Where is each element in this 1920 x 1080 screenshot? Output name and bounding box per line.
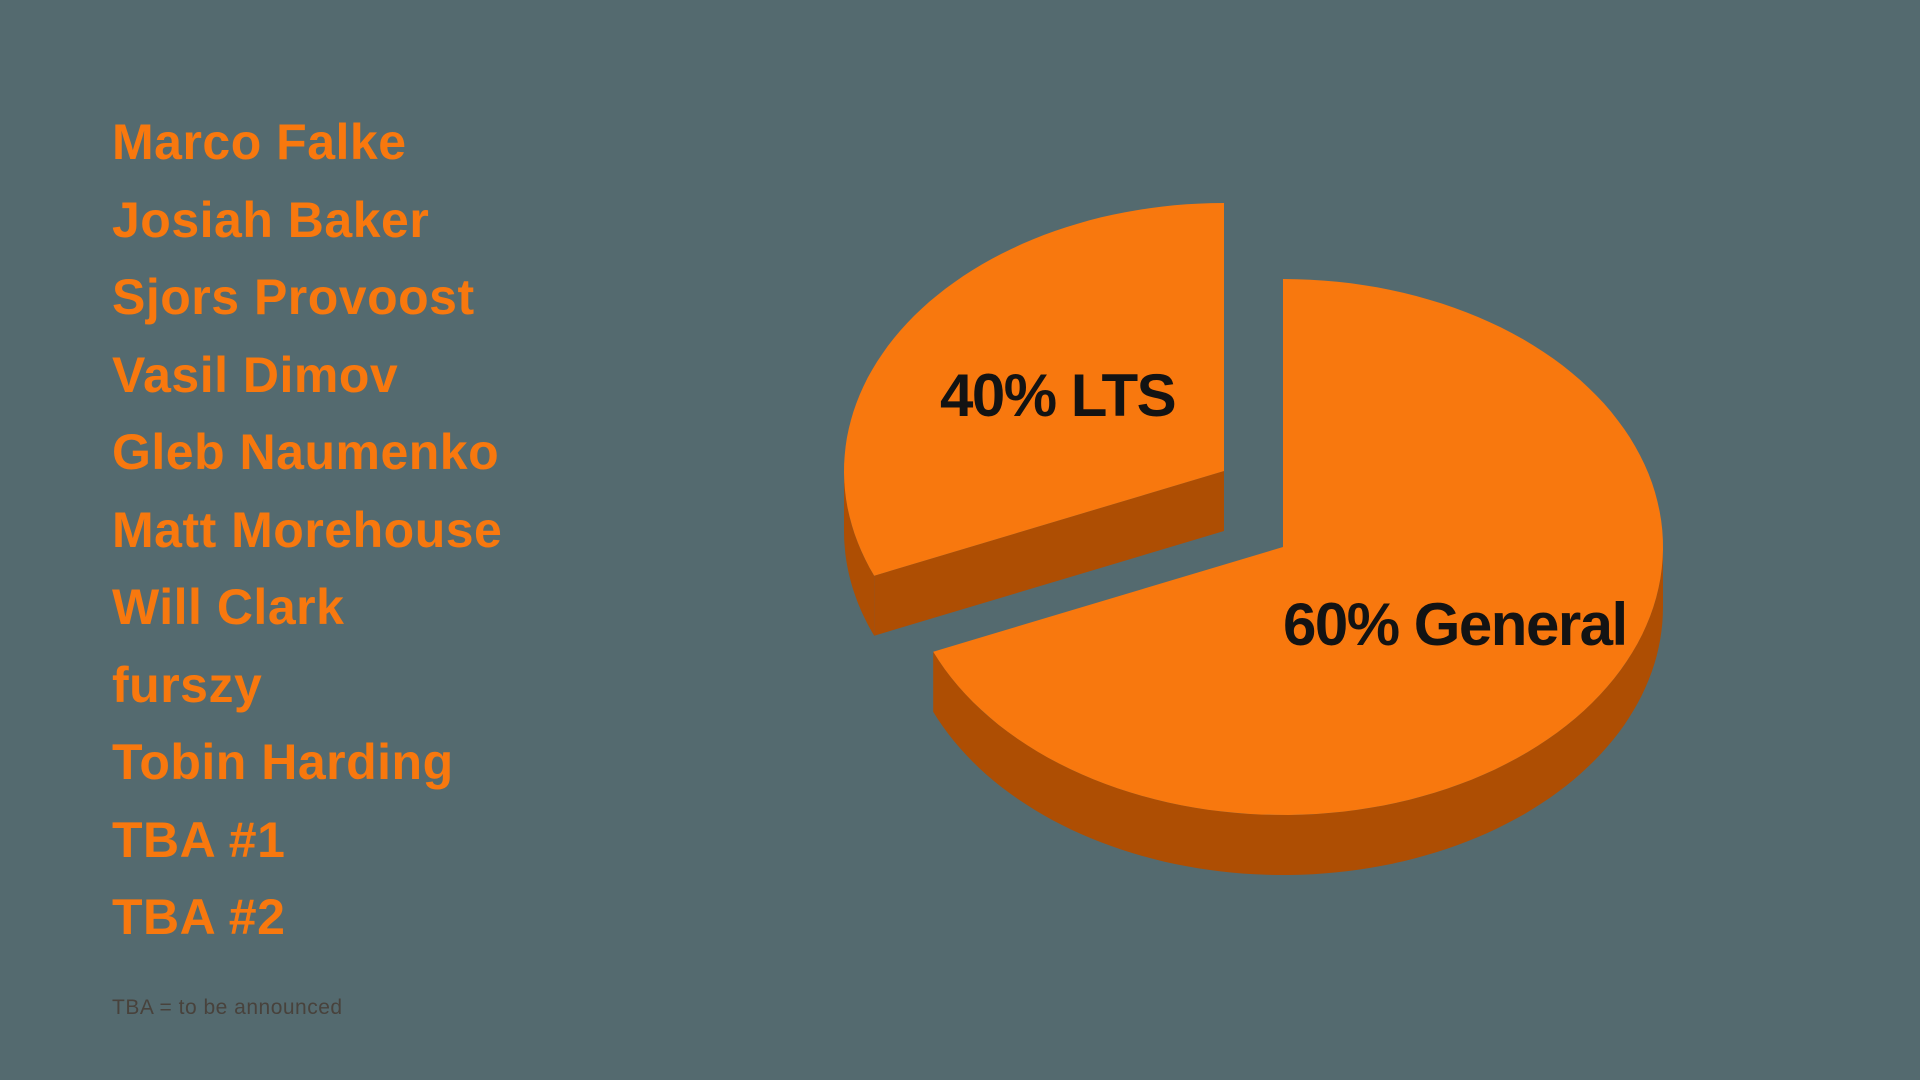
- pie-slice-general-rim-side: [933, 547, 1663, 875]
- pie-slice-lts: [844, 203, 1224, 576]
- contributor-name: Vasil Dimov: [112, 346, 399, 403]
- contributor-name: Sjors Provoost: [112, 269, 475, 325]
- contributor-name: Josiah Baker: [112, 191, 430, 248]
- contributor-list: Marco Falke Josiah Baker Sjors Provoost Vas…: [112, 104, 502, 957]
- contributor-name: TBA #1: [112, 811, 286, 868]
- slice-label-lts: 40% LTS: [940, 362, 1175, 429]
- pie-slice-general: [933, 279, 1663, 815]
- contributor-name: Matt Morehouse: [112, 501, 503, 558]
- contributor-name: Tobin Harding: [112, 734, 454, 790]
- pie-slice-lts-cut-side: [874, 471, 1224, 636]
- contributor-name: Gleb Naumenko: [112, 424, 500, 480]
- pie-slice-lts-rim-side: [844, 471, 875, 636]
- contributor-name: Will Clark: [112, 579, 345, 635]
- footnote: TBA = to be announced: [112, 996, 343, 1019]
- slice-label-general: 60% General: [1283, 591, 1627, 658]
- contributor-name: Marco Falke: [112, 114, 407, 170]
- contributor-name: furszy: [112, 656, 263, 713]
- contributor-name: TBA #2: [112, 889, 286, 945]
